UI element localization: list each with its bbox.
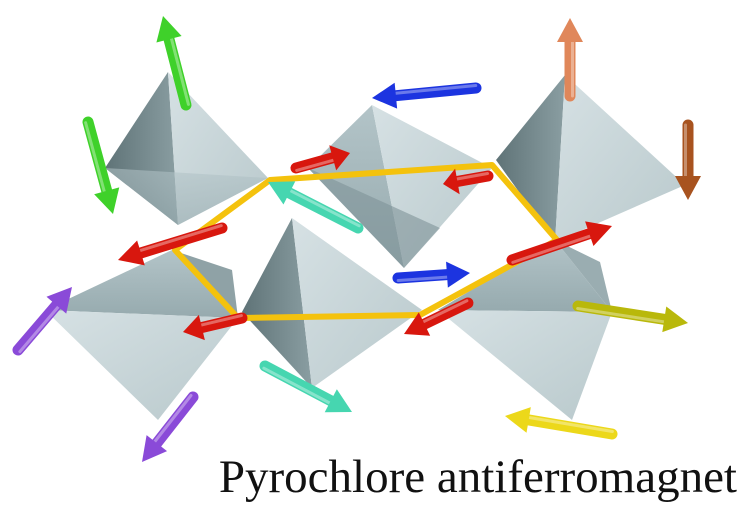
- spin-arrow-highlight: [527, 416, 614, 434]
- spin-arrow-highlight: [396, 275, 449, 282]
- spin-arrow-shaft: [135, 222, 228, 259]
- spin-arrow-head: [324, 389, 352, 413]
- spin-arrow-head: [675, 176, 701, 200]
- tetra-face-dark: [242, 218, 312, 388]
- tetra-face-dark: [308, 168, 440, 268]
- spin-arrow-shaft: [392, 269, 453, 284]
- spin-arrow-head: [585, 221, 612, 247]
- tetra-face-light: [45, 310, 238, 420]
- spin-arrow-shaft: [390, 82, 482, 102]
- spin-arrow-shaft: [506, 228, 595, 266]
- spin-arrow-head: [46, 287, 72, 314]
- spin-arrow-icon: [392, 261, 470, 288]
- spin-arrow-highlight: [455, 172, 490, 181]
- tetrahedron-top-middle: [308, 105, 492, 268]
- tetra-face-mid: [105, 168, 268, 225]
- spin-arrow-shaft: [163, 33, 192, 111]
- spin-arrow-shaft: [82, 116, 113, 197]
- spin-arrow-shaft: [12, 299, 62, 356]
- spin-arrow-highlight: [153, 393, 193, 444]
- spin-arrow-highlight: [169, 37, 190, 106]
- tetra-face-dark: [496, 75, 565, 242]
- spin-arrow-head: [183, 314, 205, 341]
- spin-arrow-icon: [572, 300, 688, 333]
- spin-arrow-icon: [372, 82, 482, 109]
- spin-arrow-head: [446, 261, 470, 288]
- spin-arrow-head: [505, 407, 531, 433]
- spin-arrow-highlight: [394, 84, 478, 95]
- spin-arrow-icon: [268, 181, 364, 234]
- spin-arrow-highlight: [576, 306, 666, 324]
- spin-arrow-head: [404, 312, 431, 336]
- spin-arrow-head: [557, 18, 583, 42]
- spin-arrow-shaft: [196, 312, 248, 334]
- spin-arrow-icon: [675, 119, 701, 200]
- spin-arrow-head: [94, 187, 120, 214]
- spin-arrow-highlight: [295, 158, 335, 172]
- spin-arrow-highlight: [138, 224, 223, 253]
- spin-arrow-highlight: [511, 234, 592, 264]
- spin-arrow-icon: [118, 222, 228, 266]
- spin-arrow-head: [372, 82, 398, 109]
- spin-arrow-head: [443, 168, 460, 195]
- spin-arrow-icon: [12, 287, 72, 356]
- tetrahedron-bottom-middle: [242, 218, 422, 388]
- spin-arrow-icon: [82, 116, 120, 214]
- spin-arrow-shaft: [290, 152, 339, 174]
- tetra-face-mid: [45, 250, 238, 318]
- spin-arrow-shaft: [523, 414, 618, 440]
- spin-arrow-icon: [290, 145, 350, 174]
- spin-arrow-head: [329, 145, 350, 171]
- tetra-face-light: [438, 310, 612, 420]
- spin-arrow-head: [268, 181, 296, 205]
- spin-arrows: [12, 16, 701, 462]
- spin-arrow-icon: [404, 297, 474, 336]
- spin-arrow-shaft: [283, 187, 364, 234]
- tetra-face-light: [292, 218, 422, 388]
- tetra-face-dark: [555, 240, 612, 312]
- tetrahedron-bottom-left: [45, 250, 238, 420]
- spin-arrow-head: [118, 240, 145, 266]
- tetra-face-mid: [438, 240, 612, 312]
- spin-arrow-icon: [443, 168, 494, 195]
- tetra-face-light: [555, 75, 685, 242]
- spin-arrow-highlight: [18, 305, 60, 354]
- spin-arrow-highlight: [84, 121, 106, 193]
- caption: Pyrochlore antiferromagnet: [218, 451, 737, 503]
- spin-arrow-head: [156, 16, 182, 43]
- tetrahedron-top-right: [496, 75, 685, 242]
- spin-arrow-highlight: [289, 189, 361, 228]
- spin-arrow-icon: [156, 16, 192, 111]
- spin-arrow-icon: [505, 407, 618, 440]
- spin-arrow-highlight: [421, 299, 469, 324]
- spin-arrow-icon: [259, 360, 352, 413]
- spin-arrow-icon: [183, 312, 248, 341]
- spin-arrow-shaft: [151, 391, 199, 449]
- spin-arrow-icon: [506, 221, 612, 266]
- spin-arrow-icon: [142, 391, 199, 462]
- spin-arrow-shaft: [572, 300, 670, 325]
- tetrahedron-top-left: [105, 72, 268, 225]
- spin-arrow-head: [142, 435, 168, 462]
- spin-arrow-shaft: [259, 360, 337, 407]
- spin-arrow-shaft: [451, 170, 494, 187]
- spin-arrow-highlight: [199, 314, 243, 327]
- tetrahedron-bottom-right: [438, 240, 612, 420]
- spin-arrow-highlight: [262, 366, 332, 405]
- spin-arrow-shaft: [418, 297, 474, 330]
- spin-arrow-head: [662, 306, 688, 333]
- spin-arrow-icon: [557, 18, 583, 102]
